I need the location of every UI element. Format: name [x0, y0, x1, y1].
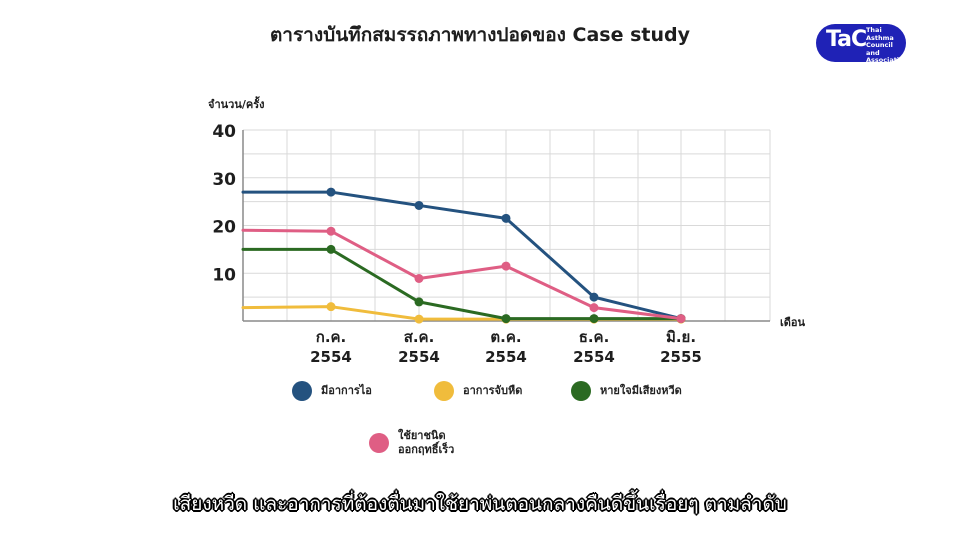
- legend-label: ใช้ยาชนิด ออกฤทธิ์เร็ว: [398, 429, 455, 456]
- page-title: ตารางบันทึกสมรรถภาพทางปอดของ Case study: [269, 24, 691, 46]
- data-point: [414, 274, 424, 284]
- data-point: [501, 314, 511, 324]
- y-tick-label: 30: [212, 170, 236, 190]
- logo-mark: TaC: [826, 27, 867, 52]
- data-point: [589, 303, 599, 313]
- data-point: [326, 187, 336, 197]
- legend-label: มีอาการไอ: [321, 384, 372, 397]
- x-tick-label: ก.ค. 2554: [310, 328, 352, 366]
- data-point: [414, 297, 424, 307]
- y-tick-label: 10: [212, 265, 236, 285]
- y-tick-label: 20: [212, 218, 236, 238]
- legend-swatch: [571, 381, 591, 401]
- logo-text: Thai Asthma Council and Association: [866, 26, 909, 64]
- series-line: [241, 228, 683, 321]
- data-point: [501, 213, 511, 223]
- legend-label: หายใจมีเสียงหวีด: [600, 384, 682, 397]
- caption-subtitle: เสียงหวีด และอาการที่ต้องตื่นมาใช้ยาพ่นต…: [173, 493, 787, 515]
- data-point: [589, 292, 599, 302]
- data-point: [326, 302, 336, 312]
- legend-item-asthma-attack: อาการจับหืด: [434, 381, 522, 401]
- x-tick-label: มิ.ย. 2555: [660, 328, 702, 366]
- data-point: [326, 244, 336, 254]
- x-tick-label: ธ.ค. 2554: [573, 328, 615, 366]
- legend-item-reliever: ใช้ยาชนิด ออกฤทธิ์เร็ว: [369, 429, 454, 457]
- y-axis-title: จำนวน/ครั้ง: [208, 96, 265, 111]
- data-point: [414, 314, 424, 324]
- y-tick-label: 40: [212, 122, 236, 142]
- series-line: [241, 247, 683, 321]
- data-point: [414, 200, 424, 210]
- legend-swatch: [369, 433, 389, 453]
- legend-label: อาการจับหืด: [463, 384, 523, 397]
- x-axis-title: เดือน: [780, 316, 806, 329]
- data-point: [326, 226, 336, 236]
- legend-item-wheeze: หายใจมีเสียงหวีด: [571, 381, 682, 401]
- x-tick-label: ต.ค. 2554: [485, 328, 527, 366]
- legend-swatch: [292, 381, 312, 401]
- legend-swatch: [434, 381, 454, 401]
- data-point: [501, 261, 511, 271]
- tac-logo: TaC Thai Asthma Council and Association: [816, 24, 909, 64]
- legend-item-cough: มีอาการไอ: [292, 381, 372, 401]
- data-point: [676, 314, 686, 324]
- data-point: [589, 314, 599, 324]
- series-line: [241, 190, 683, 321]
- x-tick-label: ส.ค. 2554: [398, 328, 440, 366]
